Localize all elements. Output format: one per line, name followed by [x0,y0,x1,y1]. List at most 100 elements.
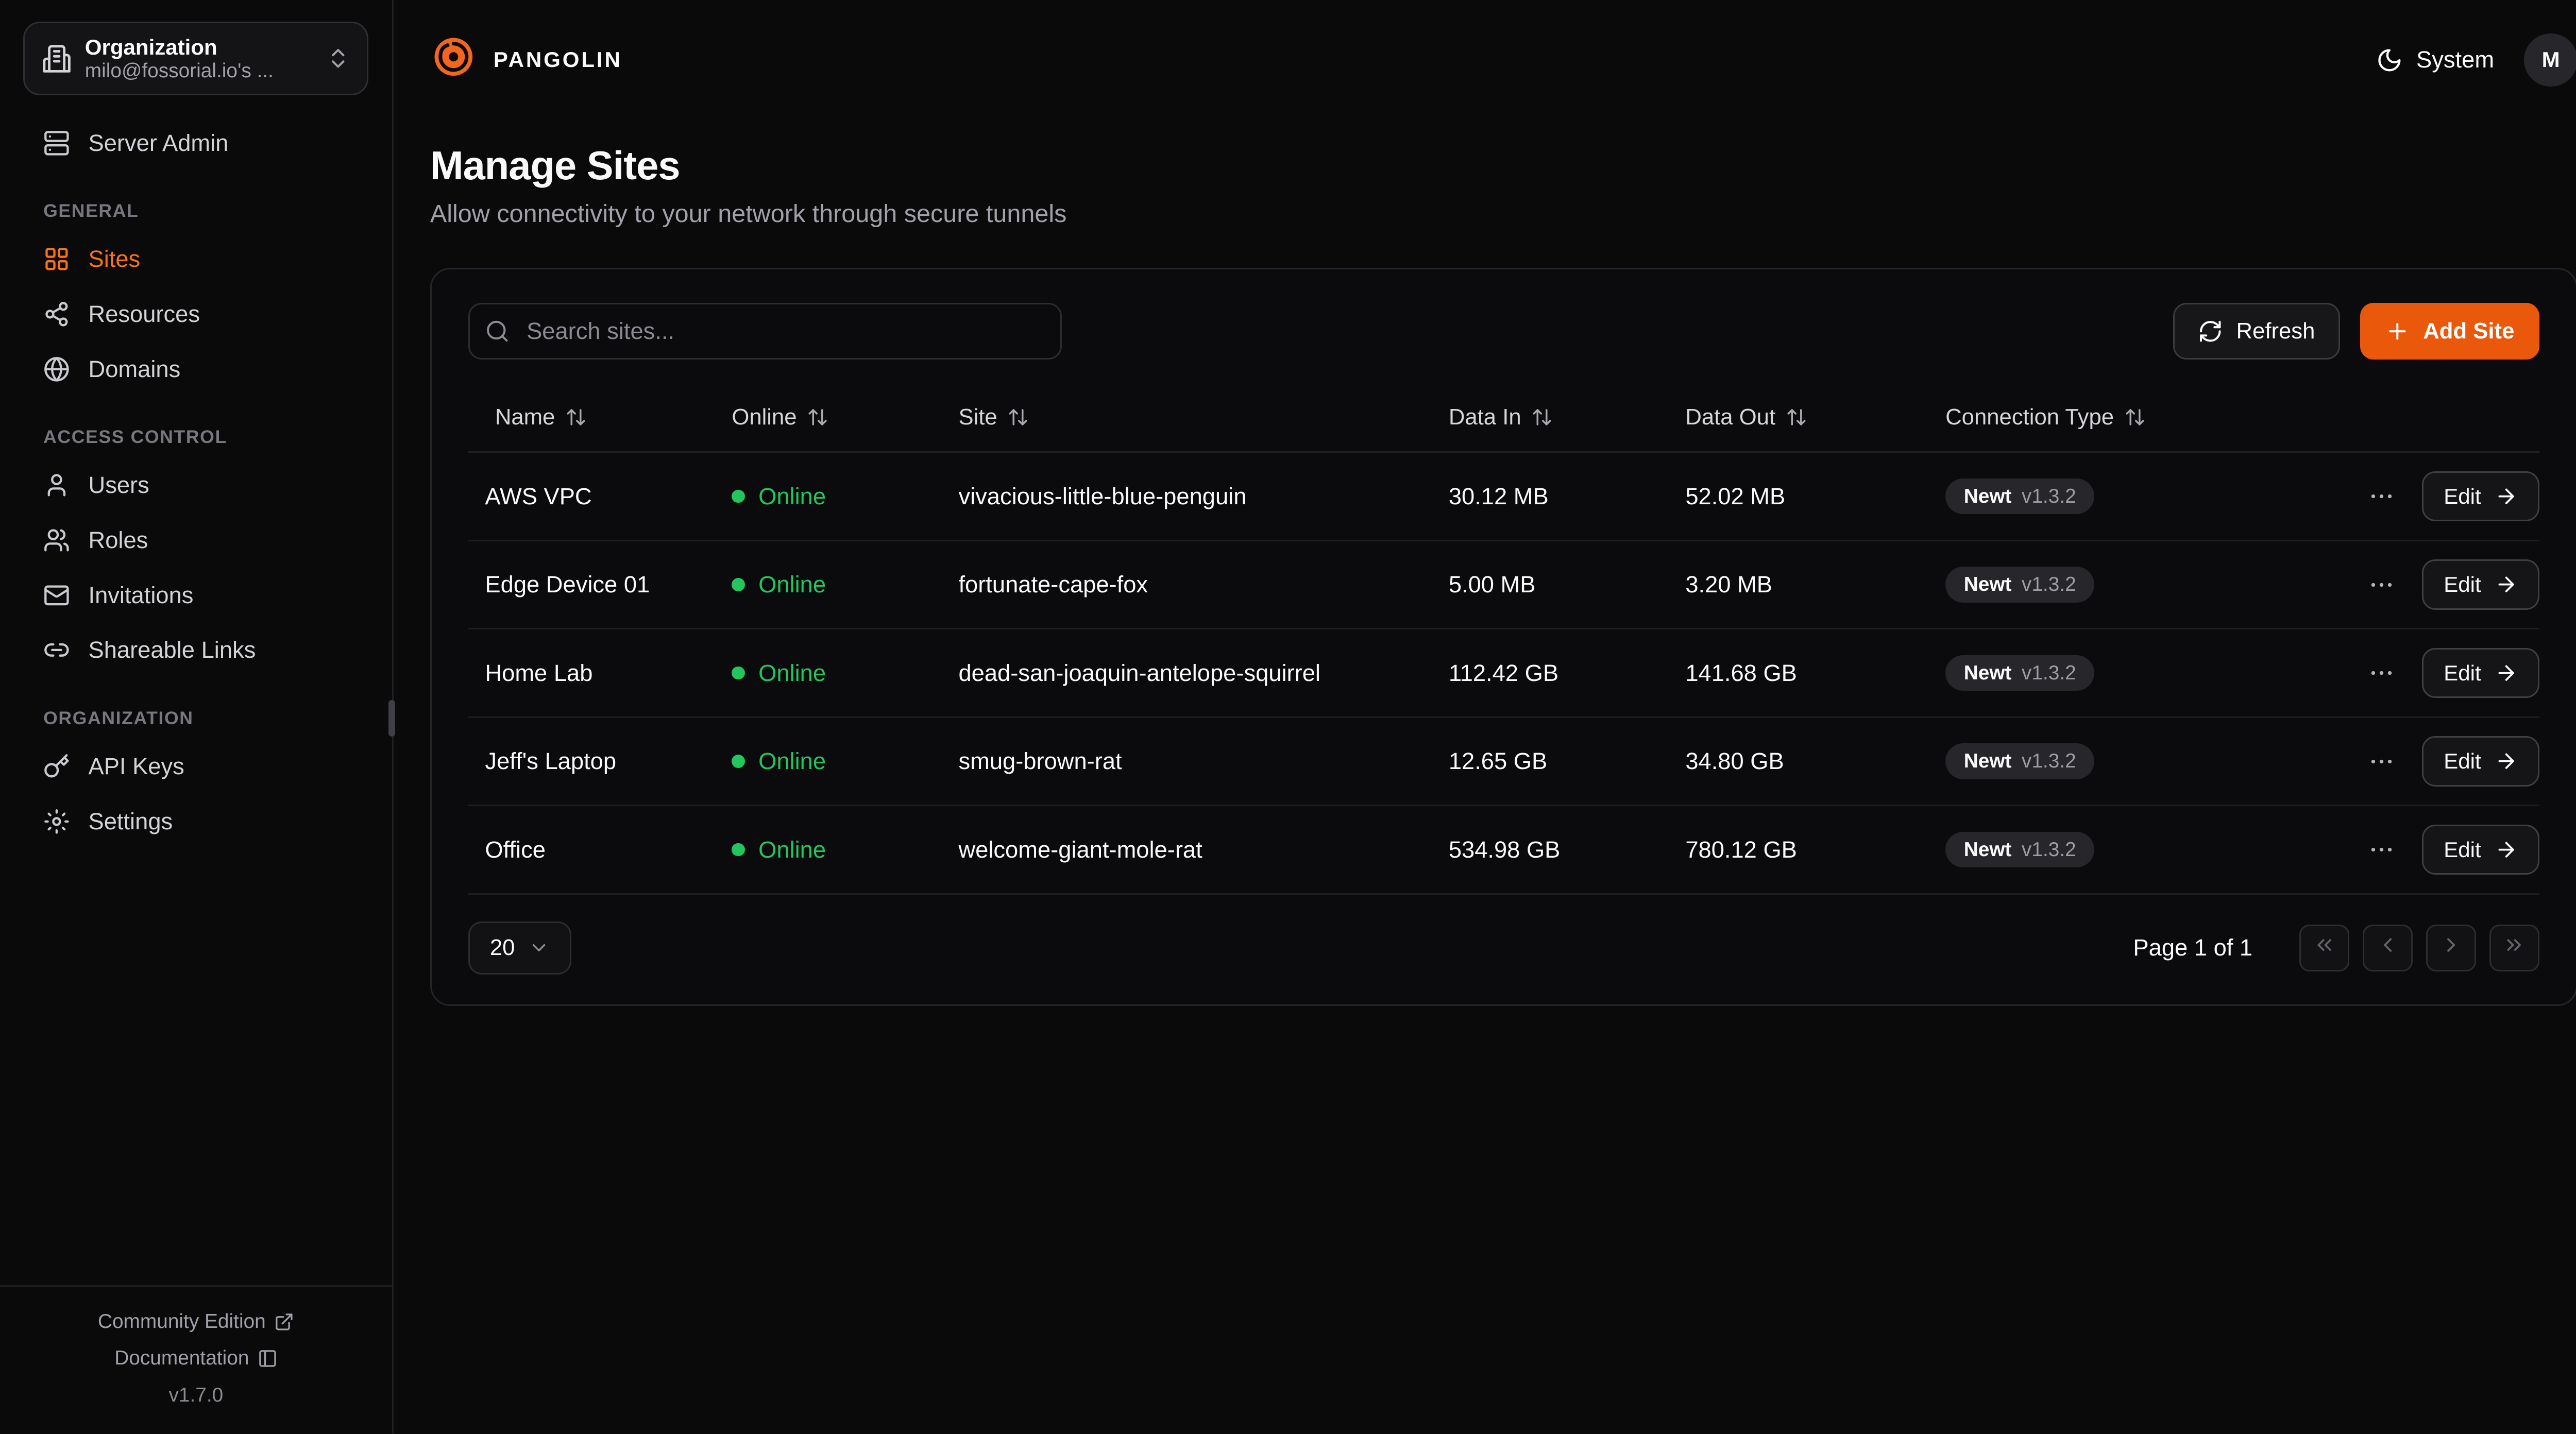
online-status: Online [732,483,958,510]
connection-badge: Newt v1.3.2 [1945,655,2095,691]
sidebar-item-users[interactable]: Users [23,458,368,513]
plus-icon [2385,319,2410,344]
row-menu-button[interactable] [2364,567,2399,602]
nav-section-heading: GENERAL [43,200,139,221]
site-name: Jeff's Laptop [485,748,617,775]
site-name: Office [485,836,546,863]
column-label: Name [495,404,555,430]
documentation-label: Documentation [114,1347,249,1370]
edit-button[interactable]: Edit [2422,736,2539,787]
add-site-button[interactable]: Add Site [2360,303,2539,360]
sort-name-header[interactable]: Name [468,404,732,430]
row-menu-button[interactable] [2364,479,2399,514]
previous-page-button[interactable] [2362,925,2413,971]
online-dot [732,843,745,857]
site-name: AWS VPC [485,483,592,509]
online-dot [732,755,745,768]
theme-toggle-button[interactable]: System [2376,46,2494,73]
page-subtitle: Allow connectivity to your network throu… [430,199,1067,228]
nav-section-heading: ORGANIZATION [43,707,194,728]
sort-data-out-header[interactable]: Data Out [1685,404,1945,430]
book-icon [258,1348,278,1369]
online-status: Online [732,571,958,598]
globe-icon [43,356,70,383]
edit-button[interactable]: Edit [2422,471,2539,522]
table-header-row: Name Online Site Data In [468,383,2539,453]
column-label: Data Out [1685,404,1776,430]
sidebar-item-sites[interactable]: Sites [23,232,368,287]
row-menu-button[interactable] [2364,832,2399,867]
sort-icon [1786,406,1807,428]
site-slug: vivacious-little-blue-penguin [958,483,1247,509]
sort-data-in-header[interactable]: Data In [1449,404,1686,430]
sites-grid-icon [43,246,70,272]
sidebar-footer: Community Edition Documentation v1.7.0 [0,1285,392,1433]
version-label: v1.7.0 [168,1384,224,1406]
last-page-button[interactable] [2489,925,2539,971]
first-page-button[interactable] [2299,925,2349,971]
sort-icon [807,406,828,428]
mail-icon [43,582,70,609]
sidebar-item-resources[interactable]: Resources [23,286,368,342]
sort-icon [1531,406,1553,428]
sidebar-item-api-keys[interactable]: API Keys [23,739,368,794]
row-actions: Edit [2319,647,2539,698]
edit-button[interactable]: Edit [2422,824,2539,875]
sidebar-item-label: Invitations [88,582,194,608]
table-footer: 20 Page 1 of 1 [468,921,2539,975]
connection-version: v1.3.2 [2021,485,2076,507]
org-selector-text: Organization milo@fossorial.io's ... [85,35,312,82]
connection-name: Newt [1963,573,2012,596]
data-in-value: 30.12 MB [1448,483,1549,509]
sidebar-item-label: Server Admin [88,129,229,156]
edit-button[interactable]: Edit [2422,647,2539,698]
sidebar-resize-handle[interactable] [388,700,396,737]
page-header: Manage Sites Allow connectivity to your … [394,120,2576,228]
search-icon [485,319,510,344]
sidebar-item-roles[interactable]: Roles [23,513,368,568]
pager-buttons [2299,925,2539,971]
community-edition-link[interactable]: Community Edition [0,1304,392,1340]
page-size-select[interactable]: 20 [468,921,572,975]
resources-share-icon [43,301,70,328]
org-selector[interactable]: Organization milo@fossorial.io's ... [23,22,369,96]
connection-badge: Newt v1.3.2 [1945,567,2095,603]
sort-site-header[interactable]: Site [958,404,1448,430]
search-input[interactable] [468,303,1062,360]
online-status: Online [732,660,958,687]
next-page-button[interactable] [2426,925,2476,971]
row-menu-button[interactable] [2364,744,2399,779]
sidebar-item-domains[interactable]: Domains [23,342,368,397]
chevrons-left-icon [2313,933,2336,962]
site-name: Home Lab [485,659,593,686]
edit-button[interactable]: Edit [2422,559,2539,610]
sidebar-item-server-admin[interactable]: Server Admin [23,115,368,170]
sidebar: Organization milo@fossorial.io's ... Ser… [0,0,396,1433]
sites-toolbar: Refresh Add Site [468,303,2539,360]
data-out-value: 3.20 MB [1685,571,1773,598]
user-avatar[interactable]: M [2524,33,2576,87]
sort-online-header[interactable]: Online [732,404,958,430]
brand: PANGOLIN [430,33,622,87]
sidebar-item-label: API Keys [88,753,184,779]
table-row: Home Lab Online dead-san-joaquin-antelop… [468,629,2539,718]
sort-connection-type-header[interactable]: Connection Type [1945,404,2319,430]
documentation-link[interactable]: Documentation [0,1340,392,1377]
theme-label: System [2416,46,2495,73]
online-dot [732,578,745,591]
row-menu-button[interactable] [2364,656,2399,691]
connection-type-cell: Newt v1.3.2 [1945,655,2319,691]
sidebar-item-shareable-links[interactable]: Shareable Links [23,623,368,678]
sidebar-item-invitations[interactable]: Invitations [23,568,368,623]
gear-icon [43,808,70,835]
pangolin-logo [430,33,477,87]
data-in-value: 534.98 GB [1448,836,1561,863]
server-icon [43,130,70,157]
arrow-right-icon [2495,749,2518,773]
users-group-icon [43,527,70,554]
connection-type-cell: Newt v1.3.2 [1945,743,2319,779]
table-row: Edge Device 01 Online fortunate-cape-fox… [468,541,2539,630]
connection-name: Newt [1963,838,2012,861]
sidebar-item-settings[interactable]: Settings [23,794,368,849]
refresh-button[interactable]: Refresh [2173,303,2340,360]
